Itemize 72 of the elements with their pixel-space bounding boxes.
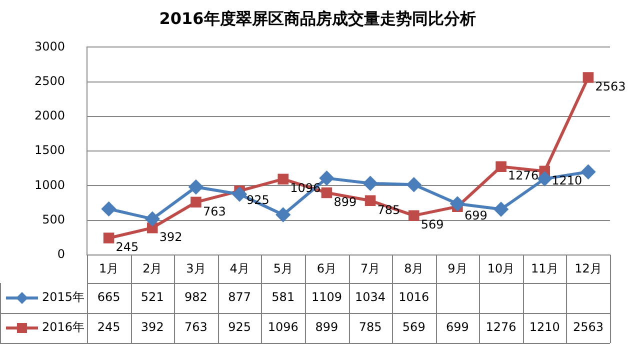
- data-label: 392: [140, 320, 164, 334]
- data-label: 521: [140, 290, 164, 304]
- point: [538, 172, 552, 186]
- point: [276, 208, 290, 222]
- text: 2563: [595, 80, 626, 94]
- data-label: 245: [97, 320, 120, 334]
- text: 245: [116, 240, 139, 254]
- data-label: 877: [228, 290, 251, 304]
- data-label: 763: [184, 320, 208, 334]
- text: 569: [420, 218, 444, 232]
- y-tick-label: 500: [42, 212, 65, 226]
- point: [364, 195, 376, 206]
- data-label: 1210: [529, 320, 560, 334]
- data-label: 1109: [311, 290, 342, 304]
- point: [232, 187, 247, 202]
- point: [496, 161, 506, 172]
- x-tick-label: 7月: [360, 261, 380, 276]
- x-tick-label: 3月: [186, 261, 206, 276]
- data-label: 1096: [268, 320, 298, 334]
- point: [321, 187, 332, 198]
- x-tick-label: 11月: [530, 261, 558, 276]
- point: [494, 202, 508, 216]
- point: [102, 202, 116, 216]
- y-tick-label: 2500: [34, 74, 65, 88]
- point: [582, 72, 594, 83]
- text: 1210: [552, 173, 582, 188]
- data-label: 1276: [486, 320, 516, 334]
- y-tick-label: 1500: [34, 143, 65, 158]
- point: [406, 178, 421, 192]
- data-label: 925: [228, 320, 251, 334]
- text: 763: [202, 204, 226, 218]
- x-tick-label: 1月: [98, 261, 119, 276]
- data-label: 982: [184, 290, 208, 304]
- point: [146, 222, 158, 234]
- text: 392: [159, 230, 182, 244]
- x-tick-label: 9月: [448, 261, 468, 276]
- data-label: 899: [315, 320, 338, 334]
- y-tick-label: 0: [57, 247, 65, 262]
- data-label: 665: [97, 290, 120, 304]
- point: [408, 210, 420, 221]
- x-tick-label: 10月: [487, 261, 515, 276]
- data-label: 699: [446, 320, 469, 334]
- text: 699: [464, 208, 488, 223]
- point: [188, 180, 203, 194]
- x-tick-label: 5月: [273, 261, 293, 276]
- point: [363, 176, 378, 190]
- point: [450, 196, 464, 211]
- x-tick-label: 12月: [574, 261, 602, 276]
- x-tick-label: 6月: [316, 261, 337, 276]
- point: [320, 171, 334, 186]
- data-label: 2563: [572, 320, 604, 334]
- chart-title: 2016年度翠屏区商品房成交量走势同比分析: [159, 8, 476, 28]
- point: [103, 232, 114, 244]
- legend-label: 2016年: [42, 320, 85, 334]
- text: 1276: [508, 168, 539, 183]
- text: 899: [334, 194, 357, 209]
- legend-label: 2015年: [42, 290, 85, 304]
- data-label: 1034: [355, 290, 386, 304]
- x-tick-label: 4月: [230, 261, 250, 276]
- point: [190, 196, 202, 208]
- y-tick-label: 3000: [34, 39, 65, 54]
- data-label: 569: [402, 320, 426, 334]
- y-tick-label: 2000: [34, 108, 65, 123]
- x-tick-label: 2月: [142, 261, 162, 276]
- data-label: 785: [358, 320, 382, 334]
- data-label: 581: [272, 290, 295, 304]
- point: [278, 174, 289, 184]
- x-tick-label: 8月: [404, 261, 424, 276]
- point: [581, 164, 596, 179]
- point: [145, 212, 160, 226]
- y-tick-label: 1000: [34, 178, 65, 192]
- data-label: 1016: [398, 290, 430, 304]
